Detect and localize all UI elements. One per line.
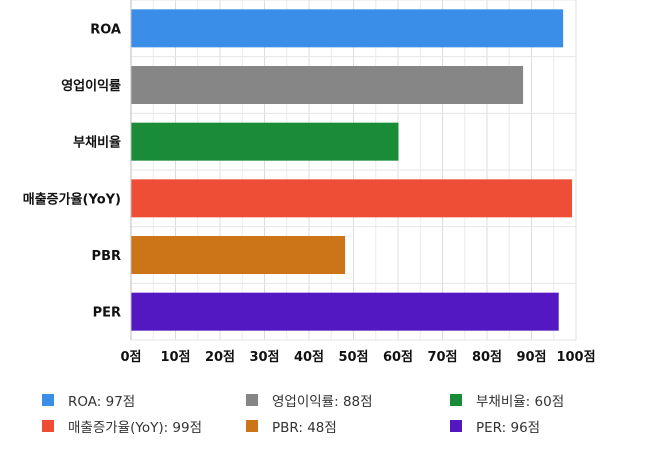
x-tick-label: 30점 (249, 350, 279, 365)
legend-label: 부채비율: 60점 (476, 394, 565, 410)
grid (130, 0, 577, 341)
legend-item: PBR: 48점 (246, 416, 337, 436)
legend-label: PBR: 48점 (272, 420, 337, 436)
bar (131, 292, 559, 331)
bar (131, 179, 573, 218)
legend-label: 매출증가율(YoY): 99점 (68, 420, 203, 436)
legend-item: 영업이익률: 88점 (246, 390, 373, 410)
category-label: 부채비율 (73, 135, 121, 151)
category-label: 매출증가율(YoY) (23, 191, 121, 207)
legend-swatch (42, 420, 54, 432)
legend-item: PER: 96점 (450, 416, 540, 436)
x-tick-label: 0점 (120, 350, 141, 365)
category-label: 영업이익률 (61, 78, 121, 94)
x-tick-label: 10점 (160, 350, 190, 365)
category-label: PER (93, 306, 121, 321)
legend-label: PER: 96점 (476, 420, 541, 436)
x-tick-labels: 0점 10점 20점 30점 40점 50점 60점 70점 80점 90점 100점 (120, 350, 595, 365)
x-tick-label: 60점 (383, 350, 413, 365)
x-tick-label: 20점 (205, 350, 235, 365)
legend-swatch (246, 394, 258, 406)
legend-item: 부채비율: 60점 (450, 390, 564, 410)
legend-swatch (450, 394, 462, 406)
x-tick-label: 100점 (556, 350, 595, 365)
legend-swatch (246, 420, 258, 432)
x-tick-label: 70점 (427, 350, 457, 365)
legend-swatch (450, 420, 462, 432)
legend-item: ROA: 97점 (42, 390, 135, 410)
legend-label: 영업이익률: 88점 (272, 394, 373, 410)
category-label: PBR (92, 249, 121, 264)
bars (131, 9, 573, 331)
legend-label: ROA: 97점 (68, 394, 136, 410)
category-label: ROA (90, 22, 121, 37)
x-tick-label: 40점 (294, 350, 324, 365)
legend-item: 매출증가율(YoY): 99점 (42, 416, 202, 436)
bar (131, 122, 399, 161)
legend-swatch (42, 394, 54, 406)
x-tick-label: 90점 (516, 350, 546, 365)
x-tick-label: 80점 (472, 350, 502, 365)
bar (131, 66, 524, 104)
bar (131, 236, 346, 274)
bar (131, 9, 564, 48)
x-tick-label: 50점 (338, 350, 368, 365)
